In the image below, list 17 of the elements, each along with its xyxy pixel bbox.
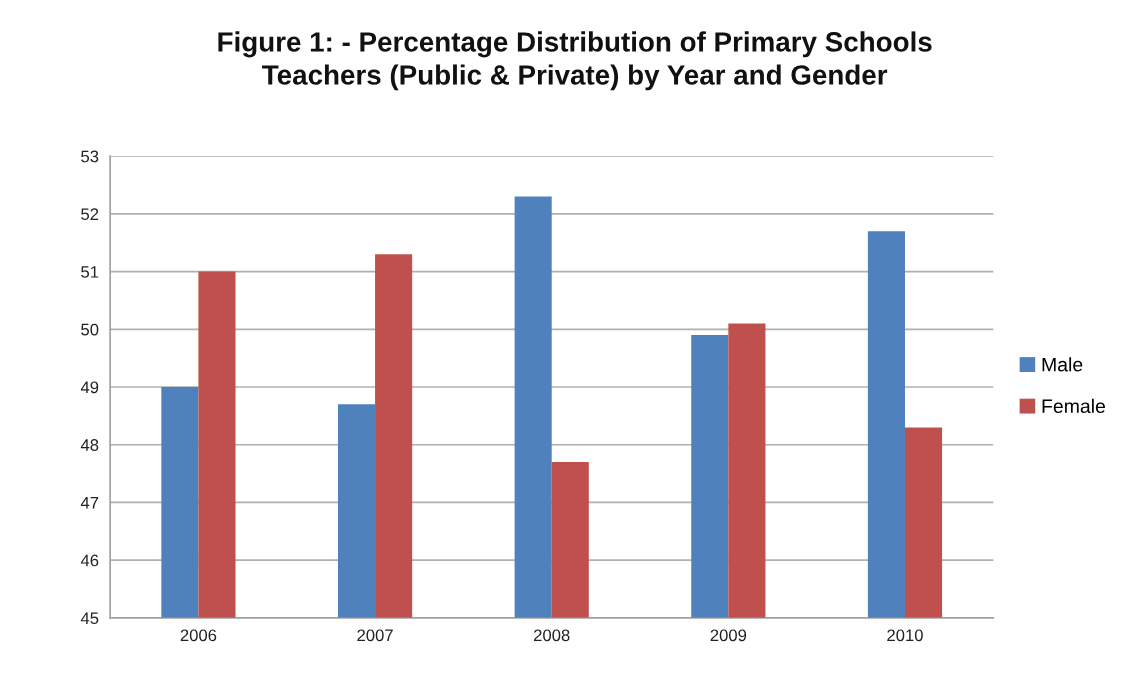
y-tick-label: 50 — [81, 323, 99, 336]
y-tick-label: 48 — [80, 439, 99, 451]
legend-label: Male — [1042, 357, 1083, 372]
x-tick-label: 2007 — [357, 629, 393, 642]
y-tick-label: 45 — [80, 612, 99, 625]
chart-title: Figure 1: - Percentage Distribution of Primary Schools Teachers (Public & Private) by Year and Gender — [218, 31, 932, 91]
y-tick-label: 49 — [80, 381, 99, 394]
y-tick-label: 51 — [81, 266, 99, 278]
x-tick-label: 2009 — [710, 629, 747, 642]
y-tick-label: 47 — [80, 497, 99, 509]
x-tick-label: 2006 — [180, 629, 217, 642]
legend-label: Female — [1042, 398, 1105, 414]
y-tick-label: 46 — [80, 554, 99, 567]
y-tick-label: 52 — [81, 208, 99, 221]
y-tick-label: 53 — [81, 150, 99, 163]
x-tick-label: 2008 — [534, 629, 570, 642]
x-tick-label: 2010 — [887, 629, 923, 642]
